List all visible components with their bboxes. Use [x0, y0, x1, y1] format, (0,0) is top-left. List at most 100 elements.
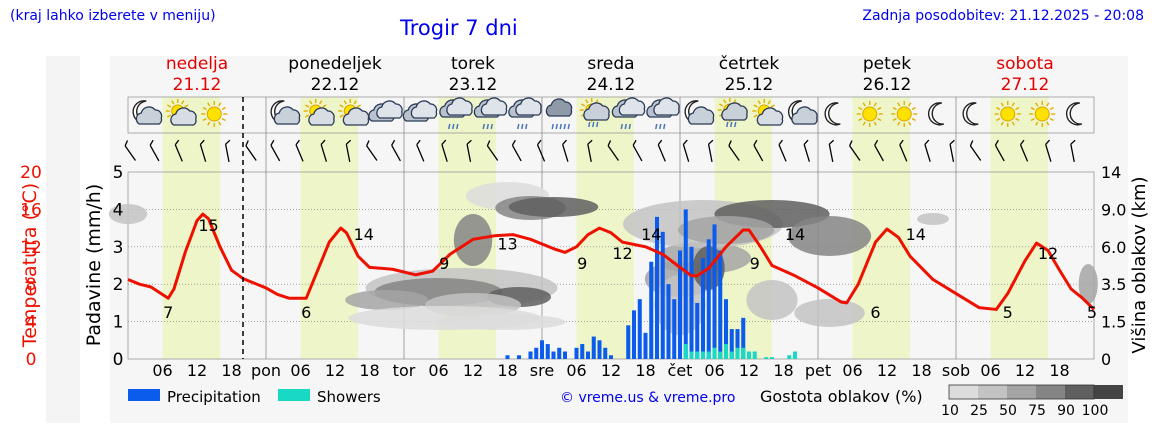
showers-bar [792, 351, 798, 359]
wind-barb-flag [511, 139, 516, 146]
temperature-axis-title: Temperatura (°C) [19, 183, 41, 348]
icon-row-frame [127, 96, 1095, 134]
wind-barb [607, 140, 619, 161]
sun-icon [994, 101, 1021, 127]
temperature-label: 6 [301, 303, 311, 322]
precipitation-bar [539, 340, 545, 359]
wind-barb-staff [199, 144, 207, 162]
wind-barb-flag [1045, 139, 1051, 145]
precipitation-bar [603, 347, 608, 359]
left-panel [46, 56, 80, 423]
sun-ray [873, 121, 877, 126]
sun-cloud-icon [303, 99, 335, 126]
wind-barb-flag [682, 139, 688, 145]
wind-barb-staff [391, 144, 401, 162]
precipitation-bar [723, 299, 729, 359]
moon-cloud-icon [132, 100, 163, 125]
cloud-blob [108, 204, 148, 224]
wind-barb-flag [199, 139, 205, 145]
x-tick-label: 12 [1015, 361, 1035, 380]
wind-barb-staff [707, 144, 713, 162]
cloud-shape [342, 107, 370, 126]
moon-icon [927, 102, 945, 126]
wind-barb [536, 139, 546, 162]
x-tick-label: 06 [566, 361, 586, 380]
x-tick-label: 06 [704, 361, 724, 380]
wind-barb-flag [969, 140, 974, 147]
showers-bar [700, 351, 706, 359]
wind-barb-flag [632, 139, 637, 146]
temperature-label: 9 [439, 254, 449, 273]
wind-barb-flag [607, 140, 612, 147]
last-update: Zadnja posodobitev: 21.12.2025 - 20:08 [862, 8, 1144, 24]
temperature-label: 14 [785, 225, 805, 244]
wind-barb-flag [174, 139, 180, 146]
temperature-label: 12 [612, 244, 632, 263]
precipitation-bar [672, 299, 677, 359]
sun-ray [858, 106, 863, 111]
rain-drop [486, 123, 489, 130]
cloud-legend-frame [948, 384, 1095, 400]
wind-barb-staff [124, 145, 136, 161]
precipitation-bar [735, 329, 740, 359]
wind-barb-staff [682, 144, 690, 162]
showers-bar [729, 351, 734, 359]
wind-barb [1070, 139, 1076, 162]
rain-drop [456, 123, 459, 130]
x-tick-day-label: tor [393, 361, 416, 380]
x-tick-label: 06 [152, 361, 172, 380]
sun-ray [892, 117, 897, 122]
sun-ray [911, 117, 916, 122]
sun-ray [1046, 102, 1050, 107]
showers-bar [718, 351, 723, 359]
day-date: 24.12 [587, 75, 636, 95]
wind-barb-flag [828, 139, 835, 145]
precipitation-bar [631, 310, 637, 359]
precipitation-bar [706, 239, 711, 359]
cloud-height-tick-label: 6.0 [1101, 238, 1126, 257]
wind-barb-staff [1070, 144, 1075, 162]
wind-barb-staff [1019, 144, 1029, 162]
menu-hint[interactable]: (kraj lahko izberete v meniju) [10, 8, 216, 24]
rain-drop [521, 123, 524, 130]
sun-ray [873, 102, 877, 107]
moon-cloud-icon [270, 100, 301, 125]
cloud-height-tick-label: 1.5 [1101, 313, 1126, 332]
precipitation-bar [729, 329, 734, 359]
x-tick-label: 18 [497, 361, 517, 380]
showers-bar [735, 347, 740, 359]
sun-ray [1015, 106, 1020, 111]
cloud-shape [308, 107, 335, 126]
precipitation-axis-title: Padavine (mm/h) [83, 184, 105, 347]
cloud-legend-swatch [1094, 385, 1123, 399]
cloud-icon [402, 100, 438, 122]
wind-barb-staff [245, 145, 257, 161]
wind-barb-staff [416, 144, 425, 162]
rain-drop [734, 121, 737, 128]
wind-barb [366, 140, 378, 161]
rain-drop [659, 123, 662, 130]
wind-barb-flag [149, 139, 154, 146]
sun-ray [1049, 117, 1054, 122]
sun-ray [911, 106, 916, 111]
sun-rain-icon [717, 98, 748, 128]
x-tick-label: 18 [221, 361, 241, 380]
wind-barb [657, 139, 666, 162]
cloud-legend-swatch [978, 385, 1007, 399]
cloud-shape [376, 100, 403, 119]
daylight-band [162, 97, 220, 359]
wind-barb-staff [949, 144, 955, 162]
wind-barb-flag [245, 140, 249, 147]
wind-barb-staff [632, 144, 643, 162]
wind-barb [345, 139, 352, 162]
cloud-legend-swatch [949, 385, 978, 399]
x-tick-label: 06 [290, 361, 310, 380]
showers-bar [746, 351, 752, 359]
day-date: 26.12 [863, 75, 912, 95]
wind-barb [994, 139, 1005, 162]
sun-ray [753, 104, 758, 108]
wind-barb-staff [753, 144, 764, 162]
cloud-height-tick-label: 3.5 [1101, 275, 1126, 294]
wind-barb-staff [728, 145, 740, 161]
heavy-rain-icon [545, 98, 573, 130]
